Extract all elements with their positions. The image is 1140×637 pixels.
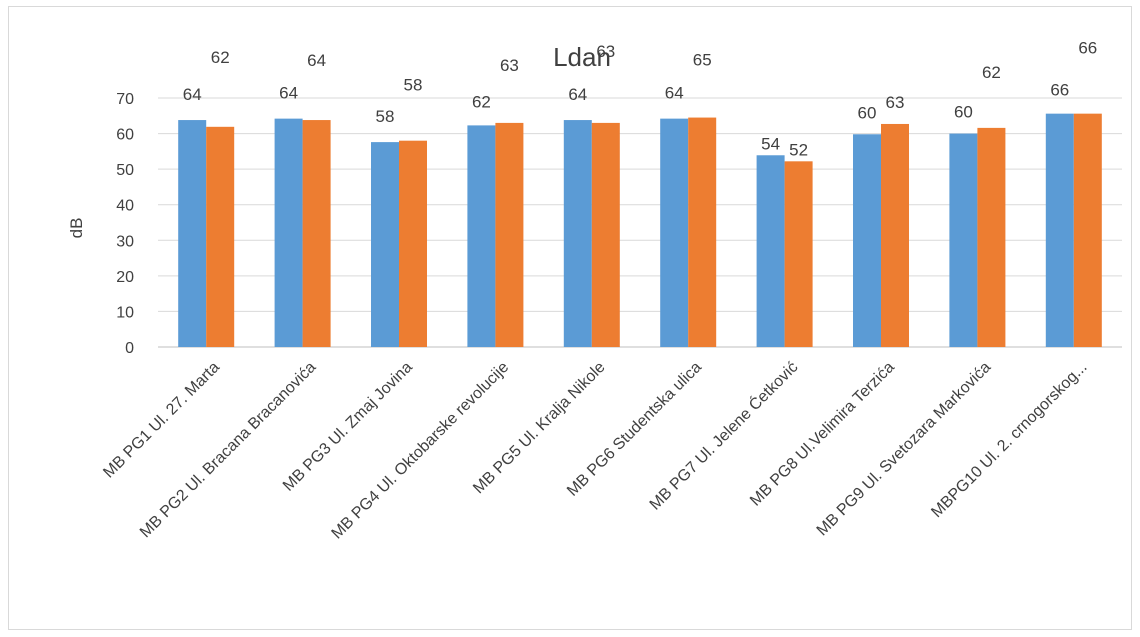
data-label-series-2-6: 65 [693,51,712,70]
y-tick-label: 30 [116,233,134,250]
data-label-series-1-6: 64 [665,84,684,103]
y-tick-label: 10 [116,304,134,321]
y-tick-label: 70 [116,91,134,108]
bar-series-1-2 [274,118,303,347]
y-tick-label: 40 [116,198,134,215]
x-category-label: MB PG2 Ul. Bracana Bracanovića [137,359,319,541]
bar-series-1-9 [949,133,978,347]
bar-series-2-4 [495,122,524,348]
bar-series-2-8 [881,123,909,348]
bar-series-1-8 [853,134,881,347]
bars [178,113,1102,348]
data-label-series-1-4: 62 [472,92,491,111]
y-tick-label: 0 [125,340,134,357]
data-label-series-2-7: 52 [789,140,808,159]
bar-series-1-3 [371,142,399,347]
data-label-series-2-4: 63 [500,56,519,75]
data-label-series-2-1: 62 [211,48,230,67]
bar-series-2-9 [977,127,1006,347]
y-axis-ticks: 0 10 20 30 40 50 60 70 [116,91,134,357]
bar-series-2-6 [688,117,717,347]
data-label-series-2-3: 58 [404,76,423,95]
y-tick-label: 20 [116,269,134,286]
data-label-series-2-5: 63 [596,42,615,61]
bar-series-1-4 [467,125,496,347]
data-label-series-1-7: 54 [761,134,780,153]
bar-series-1-10 [1045,113,1074,347]
y-axis-label: dB [67,218,86,239]
data-labels: 64 62 64 64 58 58 62 63 64 63 64 65 54 52 60 63 60 62 66 66 [183,39,1098,160]
bar-series-2-3 [399,140,427,347]
bar-series-1-5 [563,120,592,347]
data-label-series-1-3: 58 [376,107,395,126]
data-label-series-2-8: 63 [886,93,905,112]
data-label-series-1-1: 64 [183,85,202,104]
data-label-series-1-10: 66 [1050,81,1069,100]
bar-series-1-7 [756,155,785,347]
bar-series-2-1 [206,126,235,347]
chart-title: Ldan [553,42,611,72]
data-label-series-2-10: 66 [1078,39,1097,58]
data-label-series-2-9: 62 [982,63,1001,82]
data-label-series-1-8: 60 [858,103,877,122]
x-category-label: MB PG9 Ul. Svetozara Markovića [814,359,995,540]
bar-series-1-1 [178,120,207,347]
data-label-series-1-5: 64 [568,85,587,104]
data-label-series-1-9: 60 [954,103,973,122]
bar-series-1-6 [660,118,689,347]
bar-series-2-2 [302,120,331,347]
bar-series-2-7 [784,161,813,347]
data-label-series-1-2: 64 [279,84,298,103]
x-category-label: MBPG10 Ul. 2. crnogorskog... [928,359,1090,521]
bar-series-2-10 [1073,113,1102,347]
x-category-label: MB PG4 Ul. Oktobarske revolucije [329,359,513,543]
data-label-series-2-2: 64 [307,51,326,70]
y-tick-label: 50 [116,162,134,179]
y-tick-label: 60 [116,127,134,144]
bar-series-2-5 [591,122,620,348]
